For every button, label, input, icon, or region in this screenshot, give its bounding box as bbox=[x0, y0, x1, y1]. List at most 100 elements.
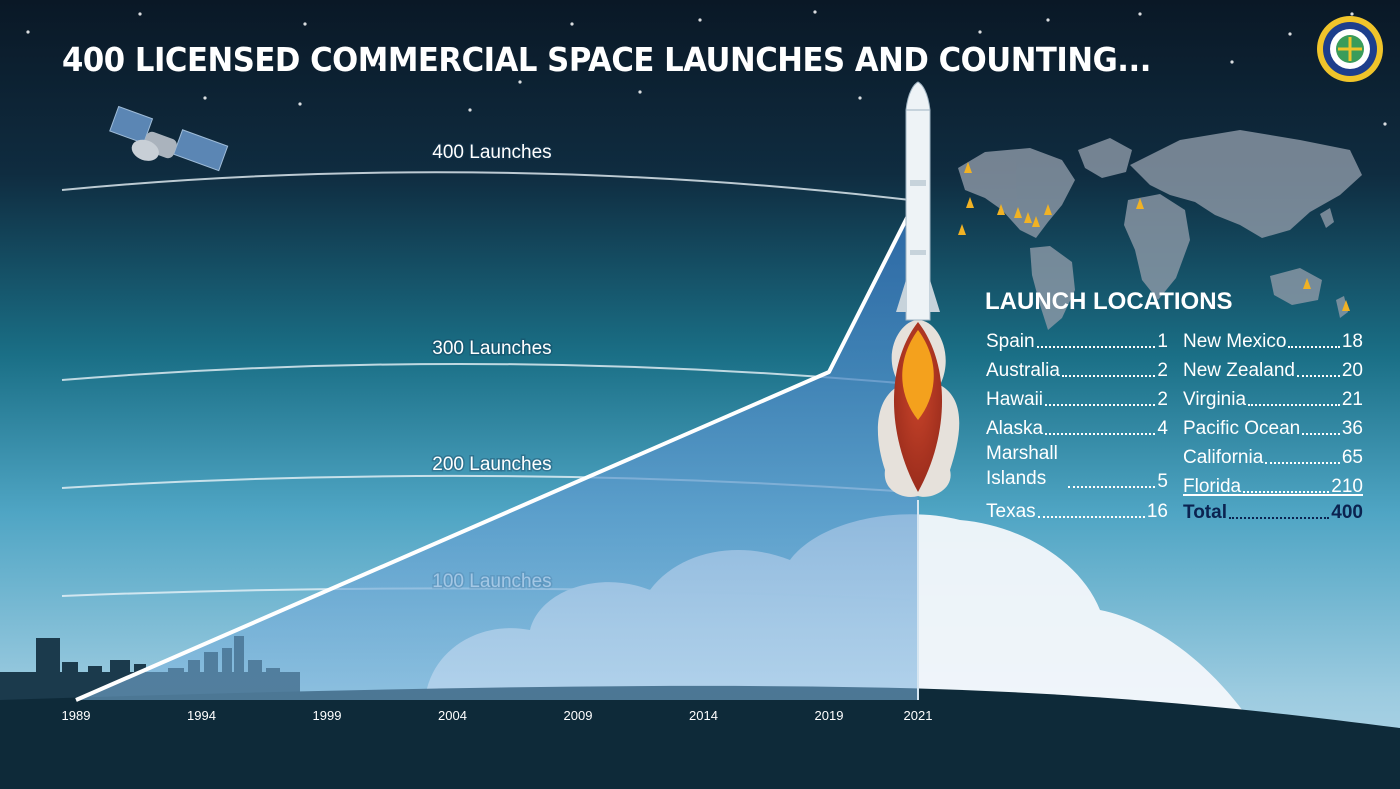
location-count: 36 bbox=[1341, 418, 1363, 439]
x-tick-label: 1989 bbox=[62, 708, 91, 723]
location-count: 5 bbox=[1157, 471, 1168, 492]
location-name: Australia bbox=[986, 360, 1060, 381]
location-name: Hawaii bbox=[986, 389, 1044, 410]
x-axis-ticks: 1989 1994 1999 2004 2009 2014 2019 2021 bbox=[62, 708, 933, 723]
world-map-icon bbox=[958, 130, 1362, 330]
page-title: 400 LICENSED COMMERCIAL SPACE LAUNCHES A… bbox=[62, 40, 1151, 79]
star bbox=[1350, 12, 1354, 16]
launch-pin-icon bbox=[1024, 212, 1032, 223]
reference-line-label: 200 Launches bbox=[432, 454, 551, 475]
launch-count-area bbox=[76, 196, 918, 700]
location-row: New Zealand 20 bbox=[1183, 354, 1363, 380]
launch-pin-icon bbox=[1044, 204, 1052, 215]
reference-line-path bbox=[61, 362, 911, 385]
star bbox=[570, 22, 574, 26]
star bbox=[1288, 32, 1292, 36]
star bbox=[26, 30, 30, 34]
launch-pin-icon bbox=[1303, 278, 1311, 289]
star bbox=[1138, 12, 1142, 16]
reference-line: 400 Launches bbox=[61, 141, 911, 201]
launch-pins bbox=[958, 162, 1350, 311]
star bbox=[1230, 60, 1234, 64]
star bbox=[1383, 122, 1387, 126]
location-row: Pacific Ocean 36 bbox=[1183, 412, 1363, 438]
x-tick-label: 2021 bbox=[904, 708, 933, 723]
location-name: Florida bbox=[1183, 476, 1242, 497]
location-name: Marshall Islands bbox=[986, 443, 1058, 489]
stars bbox=[26, 10, 1387, 126]
star bbox=[203, 96, 207, 100]
total-row: Total 400 bbox=[1183, 496, 1363, 522]
location-count: 21 bbox=[1341, 389, 1363, 410]
star bbox=[378, 62, 382, 66]
location-row: Hawaii 2 bbox=[986, 383, 1168, 409]
star bbox=[698, 18, 702, 22]
launch-locations-title: LAUNCH LOCATIONS bbox=[985, 288, 1233, 315]
location-count: 210 bbox=[1331, 476, 1363, 497]
x-tick-label: 2004 bbox=[438, 708, 467, 723]
location-row: Texas 16 bbox=[986, 495, 1168, 521]
location-row: Spain 1 bbox=[986, 325, 1168, 351]
faa-seal-icon bbox=[1317, 16, 1383, 82]
star bbox=[298, 102, 302, 106]
star bbox=[1046, 18, 1050, 22]
launch-pin-icon bbox=[1136, 198, 1144, 209]
location-name: Pacific Ocean bbox=[1183, 418, 1301, 439]
location-row: Australia 2 bbox=[986, 354, 1168, 380]
location-count: 20 bbox=[1341, 360, 1363, 381]
location-count: 2 bbox=[1157, 360, 1168, 381]
x-tick-label: 2019 bbox=[815, 708, 844, 723]
location-row: Florida 210 bbox=[1183, 470, 1363, 496]
location-row: Marshall Islands 5 bbox=[986, 441, 1168, 491]
location-name: Alaska bbox=[986, 418, 1044, 439]
star bbox=[468, 108, 472, 112]
x-tick-label: 2009 bbox=[564, 708, 593, 723]
location-name: Texas bbox=[986, 501, 1036, 522]
star bbox=[138, 12, 142, 16]
reference-line-label: 300 Launches bbox=[432, 338, 551, 359]
star bbox=[98, 58, 102, 62]
location-name: New Zealand bbox=[1183, 360, 1295, 381]
x-tick-label: 1999 bbox=[313, 708, 342, 723]
star bbox=[518, 80, 522, 84]
reference-line: 300 Launches bbox=[61, 337, 911, 385]
location-count: 65 bbox=[1341, 447, 1363, 468]
launch-pin-icon bbox=[966, 197, 974, 208]
location-name: Virginia bbox=[1183, 389, 1247, 410]
location-count: 16 bbox=[1146, 501, 1168, 522]
location-count: 18 bbox=[1341, 331, 1363, 352]
location-row: Alaska 4 bbox=[986, 412, 1168, 438]
star bbox=[978, 30, 982, 34]
location-count: 2 bbox=[1157, 389, 1168, 410]
reference-line-label: 400 Launches bbox=[432, 142, 551, 163]
star bbox=[638, 90, 642, 94]
location-name: Spain bbox=[986, 331, 1035, 352]
x-tick-label: 1994 bbox=[187, 708, 216, 723]
total-label: Total bbox=[1183, 502, 1227, 523]
launch-pin-icon bbox=[958, 224, 966, 235]
location-name: California bbox=[1183, 447, 1264, 468]
star bbox=[858, 96, 862, 100]
total-count: 400 bbox=[1331, 502, 1363, 523]
launch-pin-icon bbox=[997, 204, 1005, 215]
location-row: California 65 bbox=[1183, 441, 1363, 467]
launch-pin-icon bbox=[1014, 207, 1022, 218]
reference-line-path bbox=[61, 171, 911, 201]
location-count: 1 bbox=[1157, 331, 1168, 352]
rocket-icon bbox=[877, 81, 960, 497]
launch-pin-icon bbox=[1342, 300, 1350, 311]
ground bbox=[0, 685, 1400, 789]
total-divider bbox=[1183, 494, 1363, 496]
satellite-icon bbox=[109, 105, 229, 172]
star bbox=[813, 10, 817, 14]
location-row: New Mexico 18 bbox=[1183, 325, 1363, 351]
location-count: 4 bbox=[1157, 418, 1168, 439]
location-name: New Mexico bbox=[1183, 331, 1287, 352]
x-tick-label: 2014 bbox=[689, 708, 718, 723]
location-row: Virginia 21 bbox=[1183, 383, 1363, 409]
launch-pin-icon bbox=[964, 162, 972, 173]
star bbox=[303, 22, 307, 26]
launch-pin-icon bbox=[1032, 216, 1040, 227]
